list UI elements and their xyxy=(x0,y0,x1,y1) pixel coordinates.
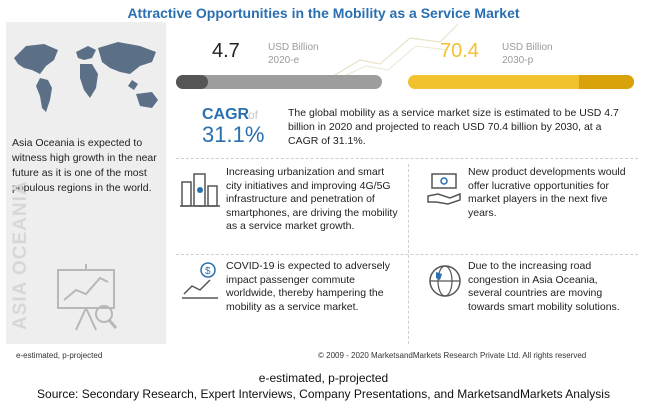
divider xyxy=(408,164,409,344)
divider xyxy=(176,158,638,159)
page-title: Attractive Opportunities in the Mobility… xyxy=(127,5,520,21)
market-2020-bar xyxy=(176,75,382,89)
dollar-chart-icon: $ xyxy=(182,262,218,299)
market-2020-year: 2020-e xyxy=(268,55,300,66)
market-2030-bar xyxy=(408,75,634,89)
svg-text:$: $ xyxy=(205,266,211,277)
point-new-products-text: New product developments would offer luc… xyxy=(468,166,626,219)
footer-legend: e-estimated, p-projected xyxy=(16,351,103,360)
presentation-chart-icon xyxy=(57,264,118,331)
world-map-icon xyxy=(14,42,158,112)
cagr-label: CAGR xyxy=(202,106,250,123)
market-2030-unit: USD Billion xyxy=(502,42,553,53)
point-congestion-text: Due to the increasing road congestion in… xyxy=(468,260,620,313)
point-covid-text: COVID-19 is expected to adversely impact… xyxy=(226,260,390,313)
asia-oceania-text: Asia Oceania is expected to witness high… xyxy=(12,137,157,194)
cagr-value: 31.1% xyxy=(202,122,265,147)
decorative-lines-icon xyxy=(330,23,459,79)
market-2020-unit: USD Billion xyxy=(268,42,319,53)
market-2020-value: 4.7 xyxy=(212,40,240,62)
money-hand-icon xyxy=(427,173,461,205)
caption-legend: e-estimated, p-projected xyxy=(258,371,389,385)
cagr-of: of xyxy=(248,108,259,122)
market-2030-year: 2030-p xyxy=(502,55,534,66)
divider xyxy=(176,254,638,255)
point-urbanization-text: Increasing urbanization and smart city i… xyxy=(226,166,398,232)
caption-source: Source: Secondary Research, Expert Inter… xyxy=(37,387,610,401)
globe-icon xyxy=(429,265,461,297)
smart-city-icon xyxy=(180,173,220,207)
market-2030-value: 70.4 xyxy=(440,40,479,62)
asia-oceania-vertical-label: ASIA OCEANIA xyxy=(10,180,31,330)
footer-copyright: © 2009 - 2020 MarketsandMarkets Research… xyxy=(318,351,587,360)
market-summary-text: The global mobility as a service market … xyxy=(288,107,619,147)
